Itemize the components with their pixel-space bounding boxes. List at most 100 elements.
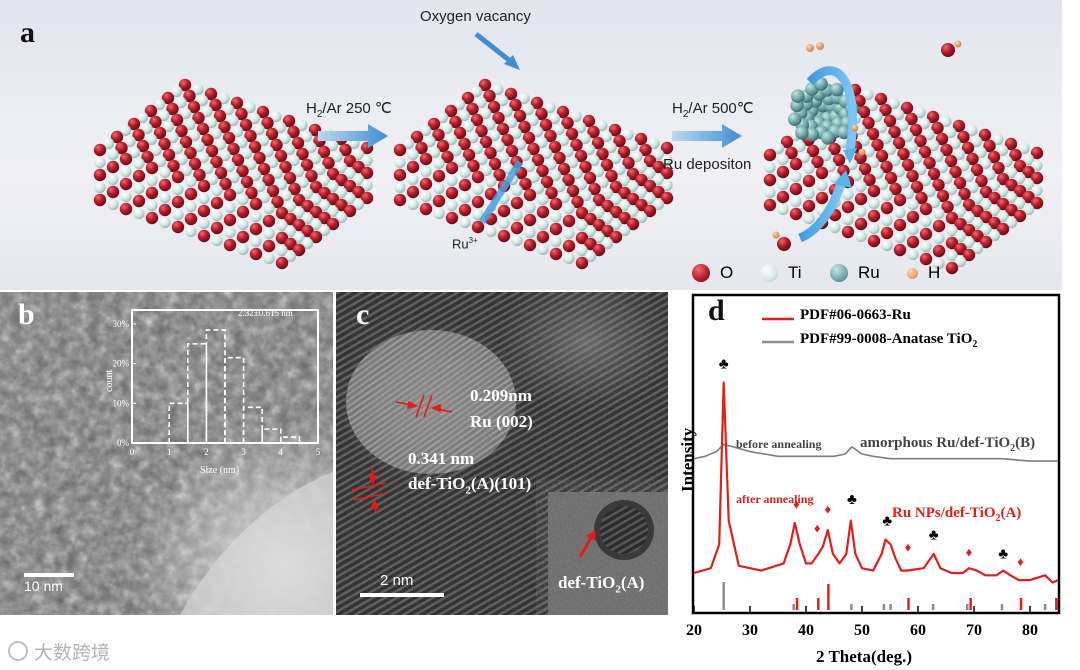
inset-arrow [578,535,594,558]
histogram-annotation: 2.32±0.615 nm [238,308,293,318]
anatase-peak-marker: ♣ [929,527,939,544]
anatase-peak-marker: ♣ [847,491,857,508]
xrd-xtick: 70 [966,622,982,639]
panel-d-xrd-chart: 20 30 40 50 60 70 80 ♣ ♣ ♣ ♣ ♣ ♦ ♦ ♦ ♦ ♦ ♦ d PDF#06-0663-… [672,292,1080,670]
xrd-xtick: 40 [798,622,814,639]
histogram-xtick: 1 [167,447,172,457]
h-atom-icon [907,268,918,279]
panel-b-tem-image: b 10 nm 0% 10% 20% 30% 0 1 2 3 4 5 2.32±0.615 nm … [0,292,333,615]
histogram-bar-1.5-2.0 [187,343,208,443]
legend-anatase-ref: PDF#99-0008-Anatase TiO2 [800,331,978,350]
step2-condition: H2/Ar 500℃ [672,100,754,120]
legend-ru-ref: PDF#06-0663-Ru [800,307,911,323]
legend-h-label: H [928,263,941,282]
anatase-peak-marker: ♣ [882,512,892,529]
histogram-ytick: 10% [113,398,130,408]
h-spillover-arrowhead-2 [834,170,852,188]
ru-peak-marker: ♦ [793,497,800,512]
before-annealing-label: before annealing [736,437,822,451]
oxygen-vacancy-arrow [474,32,516,66]
oxygen-vacancy-label: Oxygen vacancy [420,8,531,25]
histogram-ytick: 20% [113,359,130,369]
histogram-xtick: 5 [316,447,321,457]
legend-ti-label: Ti [788,263,802,282]
tio2-spacing-value: 0.341 nm [408,449,475,468]
xrd-xtick: 60 [910,622,926,639]
oxygen-vacancy-arrowhead [504,55,520,70]
xrd-ylabel: Intensity [678,427,697,492]
anatase-peak-marker: ♣ [719,355,729,372]
h-spillover-arrow-2 [798,178,847,243]
tem-texture [0,292,333,615]
panel-b-scalebar [24,573,74,577]
panel-a-label: a [20,16,35,49]
ru-plane-label: Ru (002) [470,412,533,431]
xrd-curve-after [693,381,1059,584]
histogram-xtick: 2 [204,447,209,457]
ru3-arrow [479,160,523,224]
histogram-ytick: 30% [113,319,130,329]
histogram-xlabel: Size (nm) [200,465,240,476]
ru-peak-marker: ♦ [814,521,821,536]
histogram-ylabel: count [104,369,115,392]
ru-peak-marker: ♦ [905,540,912,555]
histogram-bar-3.5-4.0 [261,428,282,443]
ru-peak-marker: ♦ [1017,554,1024,569]
h-spillover-arrow-1 [806,66,858,151]
ru-peak-marker: ♦ [966,544,973,559]
panel-c-scalebar [360,593,444,597]
histogram-xtick: 3 [241,447,246,457]
process-arrow-2 [672,124,742,148]
o-atom-icon [692,264,710,282]
atom-legend: O Ti Ru H [692,262,1062,286]
legend-o-label: O [720,263,734,282]
panel-b-label: b [18,298,35,331]
histogram-bar-3.0-3.5 [242,406,263,443]
xrd-plot: 20 30 40 50 60 70 80 ♣ ♣ ♣ ♣ ♣ ♦ ♦ ♦ ♦ ♦ ♦ [686,293,1061,639]
h-spillover-arrowhead-1 [843,148,857,164]
tio2-plane-label: def-TiO2(A)(101) [408,474,532,497]
ru-deposition-label: Ru depositon [663,156,752,173]
histogram-bar-2.0-2.5 [205,329,226,443]
anatase-slab-defective [393,78,674,270]
histogram-xtick: 0 [130,447,135,457]
panel-c-scale-label: 2 nm [380,572,414,589]
histogram-bar-2.5-3.0 [224,356,245,443]
xrd-xlabel: 2 Theta(deg.) [816,647,913,666]
xrd-xtick: 30 [742,622,758,639]
ti-atom-icon [760,264,778,282]
before-sample-name: amorphous Ru/def-TiO2(B) [860,435,1036,454]
ru-spacing-value: 0.209nm [470,386,532,405]
histogram-ytick: 0% [117,438,130,448]
anatase-peak-marker: ♣ [998,546,1008,563]
step1-condition: H2/Ar 250 ℃ [306,100,392,120]
lattice-illustration [93,32,1044,275]
watermark-logo-icon [8,641,28,661]
xrd-xtick: 20 [686,622,702,639]
xrd-xtick: 50 [854,622,870,639]
anatase-slab-pristine [93,78,374,270]
histogram-bar-4.0-4.5 [280,436,301,443]
panel-c-hrtem-image: c 0.209nm Ru (002) 0.341 nm def-TiO2(A)(… [336,292,668,615]
ru3-label: Ru3+ [452,236,478,252]
hrtem-texture [336,292,668,615]
spacing-marker-tio2 [351,467,389,515]
xrd-xtick: 80 [1022,622,1038,639]
ru-atom-icon [830,264,848,282]
size-histogram-inset: 0% 10% 20% 30% 0 1 2 3 4 5 [113,309,321,457]
after-annealing-label: after annealing [736,492,814,506]
spacing-marker-ru [395,394,453,418]
histogram-xtick: 4 [279,447,284,457]
ru-peak-marker: ♦ [825,501,832,516]
xrd-frame [691,293,1061,615]
anatase-slab-ru-loaded [763,83,1044,275]
after-sample-name: Ru NPs/def-TiO2(A) [892,505,1022,524]
panel-d-label: d [708,294,725,327]
panel-a-schematic: a H2/Ar 250 ℃ H2/Ar 500℃ Oxygen vacancy … [0,0,1062,290]
histogram-bar-1.0-1.5 [168,402,189,443]
inset-tio2-label: def-TiO2(A) [558,573,645,596]
panel-c-label: c [356,298,370,331]
panel-b-scale-label: 10 nm [24,578,63,594]
process-arrow-1 [318,124,388,148]
watermark-text: 大数跨境 [34,643,111,664]
